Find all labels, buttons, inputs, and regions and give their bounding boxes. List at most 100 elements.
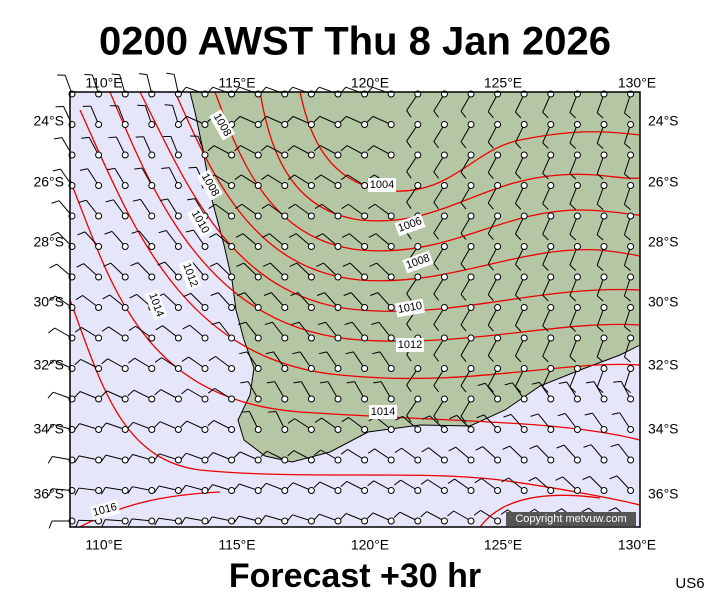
barb-station xyxy=(388,305,394,311)
isobar-label: 1012 xyxy=(396,338,424,352)
barb-station xyxy=(282,122,288,128)
barb-station xyxy=(468,396,474,402)
barb-station xyxy=(255,488,261,494)
barb-station xyxy=(335,274,341,280)
barb-station xyxy=(122,488,128,494)
barb-station xyxy=(122,396,128,402)
barb-station xyxy=(229,427,235,433)
barb-station xyxy=(574,366,580,372)
barb-station xyxy=(335,366,341,372)
barb-station xyxy=(441,274,447,280)
barb-station xyxy=(441,213,447,219)
barb-station xyxy=(175,305,181,311)
barb-station xyxy=(175,152,181,158)
barb-station xyxy=(415,274,421,280)
barb-station xyxy=(548,213,554,219)
barb-station xyxy=(628,305,634,311)
map-area: 1008100810101004100610081010101210141012… xyxy=(48,73,640,528)
barb-station xyxy=(335,457,341,463)
barb-station xyxy=(308,335,314,341)
isobar-label: 1004 xyxy=(368,178,396,192)
barb-station xyxy=(628,274,634,280)
barb-station xyxy=(521,457,527,463)
barb-station xyxy=(601,335,607,341)
barb-station xyxy=(282,183,288,189)
barb-station xyxy=(415,396,421,402)
barb-station xyxy=(628,335,634,341)
barb-station xyxy=(122,152,128,158)
lon-label: 115°E xyxy=(218,537,255,553)
barb-station xyxy=(574,274,580,280)
barb-station xyxy=(548,183,554,189)
barb-station xyxy=(601,274,607,280)
barb-station xyxy=(415,122,421,128)
barb-station xyxy=(202,366,208,372)
product-code: US6 xyxy=(675,575,704,592)
barb-station xyxy=(149,274,155,280)
barb-station xyxy=(255,396,261,402)
barb-station xyxy=(495,335,501,341)
barb-station xyxy=(229,274,235,280)
barb-station xyxy=(255,518,261,524)
barb-station xyxy=(468,274,474,280)
barb-station xyxy=(521,396,527,402)
barb-station xyxy=(96,244,102,250)
barb-station xyxy=(388,366,394,372)
isobar-label-text: 1014 xyxy=(371,406,395,418)
barb-station xyxy=(308,244,314,250)
barb-station xyxy=(282,152,288,158)
barb-station xyxy=(441,335,447,341)
barb-station xyxy=(282,427,288,433)
barb-station xyxy=(96,396,102,402)
barb-station xyxy=(122,244,128,250)
barb-station xyxy=(149,396,155,402)
barb-station xyxy=(521,213,527,219)
barb-station xyxy=(282,366,288,372)
barb-station xyxy=(362,366,368,372)
barb-station xyxy=(362,335,368,341)
barb-station xyxy=(335,518,341,524)
barb-station xyxy=(441,183,447,189)
barb-station xyxy=(229,335,235,341)
barb-station xyxy=(521,274,527,280)
barb-station xyxy=(335,396,341,402)
barb-station xyxy=(495,274,501,280)
barb-feather xyxy=(165,105,173,106)
barb-station xyxy=(255,305,261,311)
barb-station xyxy=(335,335,341,341)
barb-station xyxy=(628,427,634,433)
barb-station xyxy=(548,305,554,311)
barb-station xyxy=(468,335,474,341)
barb-station xyxy=(468,213,474,219)
barb-station xyxy=(255,152,261,158)
barb-station xyxy=(308,305,314,311)
barb-station xyxy=(255,335,261,341)
barb-station xyxy=(548,244,554,250)
barb-station xyxy=(574,122,580,128)
lat-label: 32°S xyxy=(648,357,679,373)
barb-station xyxy=(521,244,527,250)
lon-label: 130°E xyxy=(618,75,656,91)
barb-station xyxy=(388,427,394,433)
barb-station xyxy=(468,183,474,189)
barb-station xyxy=(521,152,527,158)
barb-station xyxy=(362,183,368,189)
barb-station xyxy=(441,305,447,311)
barb-feather xyxy=(268,412,276,413)
barb-station xyxy=(441,122,447,128)
barb-station xyxy=(122,183,128,189)
barb-station xyxy=(229,457,235,463)
barb-station xyxy=(628,183,634,189)
barb-station xyxy=(255,122,261,128)
barb-station xyxy=(362,305,368,311)
barb-station xyxy=(362,396,368,402)
barb-station xyxy=(362,427,368,433)
barb-station xyxy=(601,427,607,433)
barb-station xyxy=(202,518,208,524)
barb-station xyxy=(96,427,102,433)
barb-station xyxy=(335,305,341,311)
barb-station xyxy=(96,152,102,158)
barb-station xyxy=(122,122,128,128)
barb-station xyxy=(388,518,394,524)
